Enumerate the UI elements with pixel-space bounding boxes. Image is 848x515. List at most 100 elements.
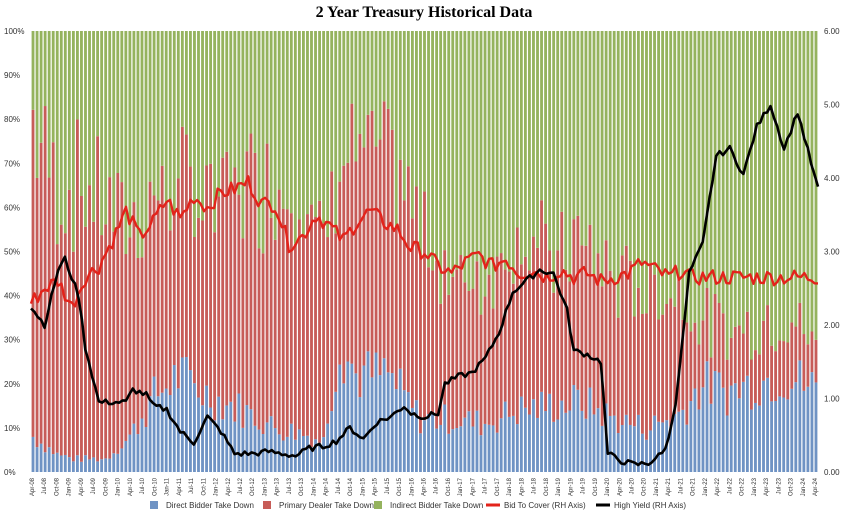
- x-tick-label: Jul-13: [287, 477, 293, 494]
- bar-dealer: [346, 162, 350, 362]
- bar-indirect: [51, 31, 55, 143]
- x-tick-label: Jan-23: [752, 477, 758, 496]
- legend-label: Direct Bidder Take Down: [166, 501, 254, 510]
- bar-direct: [511, 415, 515, 472]
- bar-dealer: [189, 166, 192, 371]
- bar-dealer: [758, 354, 761, 406]
- bar-dealer: [778, 340, 782, 397]
- bar-direct: [572, 385, 576, 472]
- bar-indirect: [394, 31, 398, 227]
- bar-dealer: [584, 245, 588, 419]
- right-tick-label: 5.00: [824, 101, 840, 110]
- bar-indirect: [786, 31, 790, 343]
- bar-direct: [358, 397, 362, 472]
- bar-dealer: [560, 211, 564, 401]
- bar-direct: [43, 452, 47, 472]
- bar-dealer: [406, 166, 410, 393]
- bar-dealer: [277, 189, 281, 435]
- bar-direct: [116, 453, 120, 472]
- bar-dealer: [733, 326, 737, 384]
- bar-direct: [556, 419, 560, 472]
- bar-dealer: [253, 152, 257, 426]
- bar-dealer: [338, 181, 342, 365]
- bar-indirect: [180, 31, 184, 127]
- bar-direct: [386, 372, 390, 472]
- bar-direct: [160, 392, 164, 472]
- bar-indirect: [402, 31, 406, 201]
- bar-direct: [431, 413, 434, 472]
- bar-dealer: [479, 314, 483, 436]
- bar-dealer: [43, 106, 47, 453]
- bar-dealer: [790, 322, 794, 389]
- bar-direct: [548, 393, 552, 472]
- bar-dealer: [443, 250, 447, 405]
- bar-dealer: [358, 133, 362, 398]
- bar-indirect: [435, 31, 439, 261]
- bar-indirect: [483, 31, 487, 297]
- bar-direct: [193, 383, 196, 472]
- bar-dealer: [128, 237, 132, 435]
- bar-indirect: [318, 31, 321, 201]
- bar-dealer: [451, 276, 455, 430]
- bar-dealer: [108, 177, 112, 459]
- bar-direct: [128, 434, 132, 472]
- bar-dealer: [749, 359, 753, 410]
- bar-direct: [697, 409, 701, 472]
- bar-direct: [104, 458, 108, 472]
- bar-direct: [241, 427, 245, 472]
- bar-direct: [677, 411, 681, 472]
- bar-dealer: [144, 234, 148, 428]
- bar-indirect: [758, 31, 761, 355]
- bar-indirect: [217, 31, 221, 197]
- bar-indirect: [362, 31, 366, 148]
- right-tick-label: 1.00: [824, 395, 840, 404]
- bar-dealer: [806, 344, 810, 387]
- bar-indirect: [205, 31, 208, 166]
- bar-indirect: [172, 31, 176, 213]
- bar-direct: [495, 432, 499, 472]
- bar-dealer: [491, 308, 495, 426]
- bar-direct: [705, 361, 709, 472]
- bar-indirect: [67, 31, 71, 190]
- bar-direct: [729, 385, 733, 472]
- bar-dealer: [415, 186, 418, 401]
- bar-indirect: [523, 31, 527, 257]
- bar-indirect: [92, 31, 95, 222]
- x-tick-label: Apr-20: [617, 477, 623, 496]
- bar-direct: [588, 387, 592, 472]
- bar-dealer: [273, 239, 277, 429]
- bar-direct: [685, 424, 689, 472]
- bar-indirect: [342, 31, 346, 166]
- x-tick-label: Jan-12: [214, 477, 220, 496]
- bar-direct: [346, 361, 350, 472]
- bar-dealer: [592, 274, 596, 415]
- bar-direct: [790, 388, 794, 472]
- bar-indirect: [794, 31, 798, 327]
- bar-dealer: [745, 311, 749, 376]
- bar-direct: [661, 422, 665, 472]
- x-axis: Apr-08 Jul-08 Oct-08 Jan-09 Apr-09 Jul-09 Oct-…: [30, 477, 819, 496]
- bar-dealer: [645, 313, 648, 440]
- bar-indirect: [455, 31, 459, 270]
- bar-indirect: [326, 31, 330, 238]
- bar-indirect: [564, 31, 568, 270]
- bar-indirect: [104, 31, 108, 225]
- legend-swatch: [150, 501, 158, 509]
- x-tick-label: Jan-22: [703, 477, 709, 496]
- bar-indirect: [148, 31, 152, 182]
- bid-to-cover-line: [29, 175, 819, 308]
- bar-dealer: [71, 251, 75, 462]
- legend-label: Bid To Cover (RH Axis): [504, 501, 586, 510]
- bar-direct: [749, 409, 753, 472]
- bar-dealer: [632, 316, 636, 427]
- bar-indirect: [487, 31, 491, 275]
- bar-dealer: [580, 245, 584, 411]
- bar-dealer: [636, 287, 640, 415]
- bar-direct: [774, 400, 778, 472]
- bar-indirect: [766, 31, 769, 306]
- bar-indirect: [297, 31, 301, 220]
- bar-direct: [406, 392, 410, 472]
- x-tick-label: Jul-10: [140, 477, 146, 494]
- bar-indirect: [661, 31, 665, 315]
- x-tick-label: Apr-24: [813, 477, 819, 496]
